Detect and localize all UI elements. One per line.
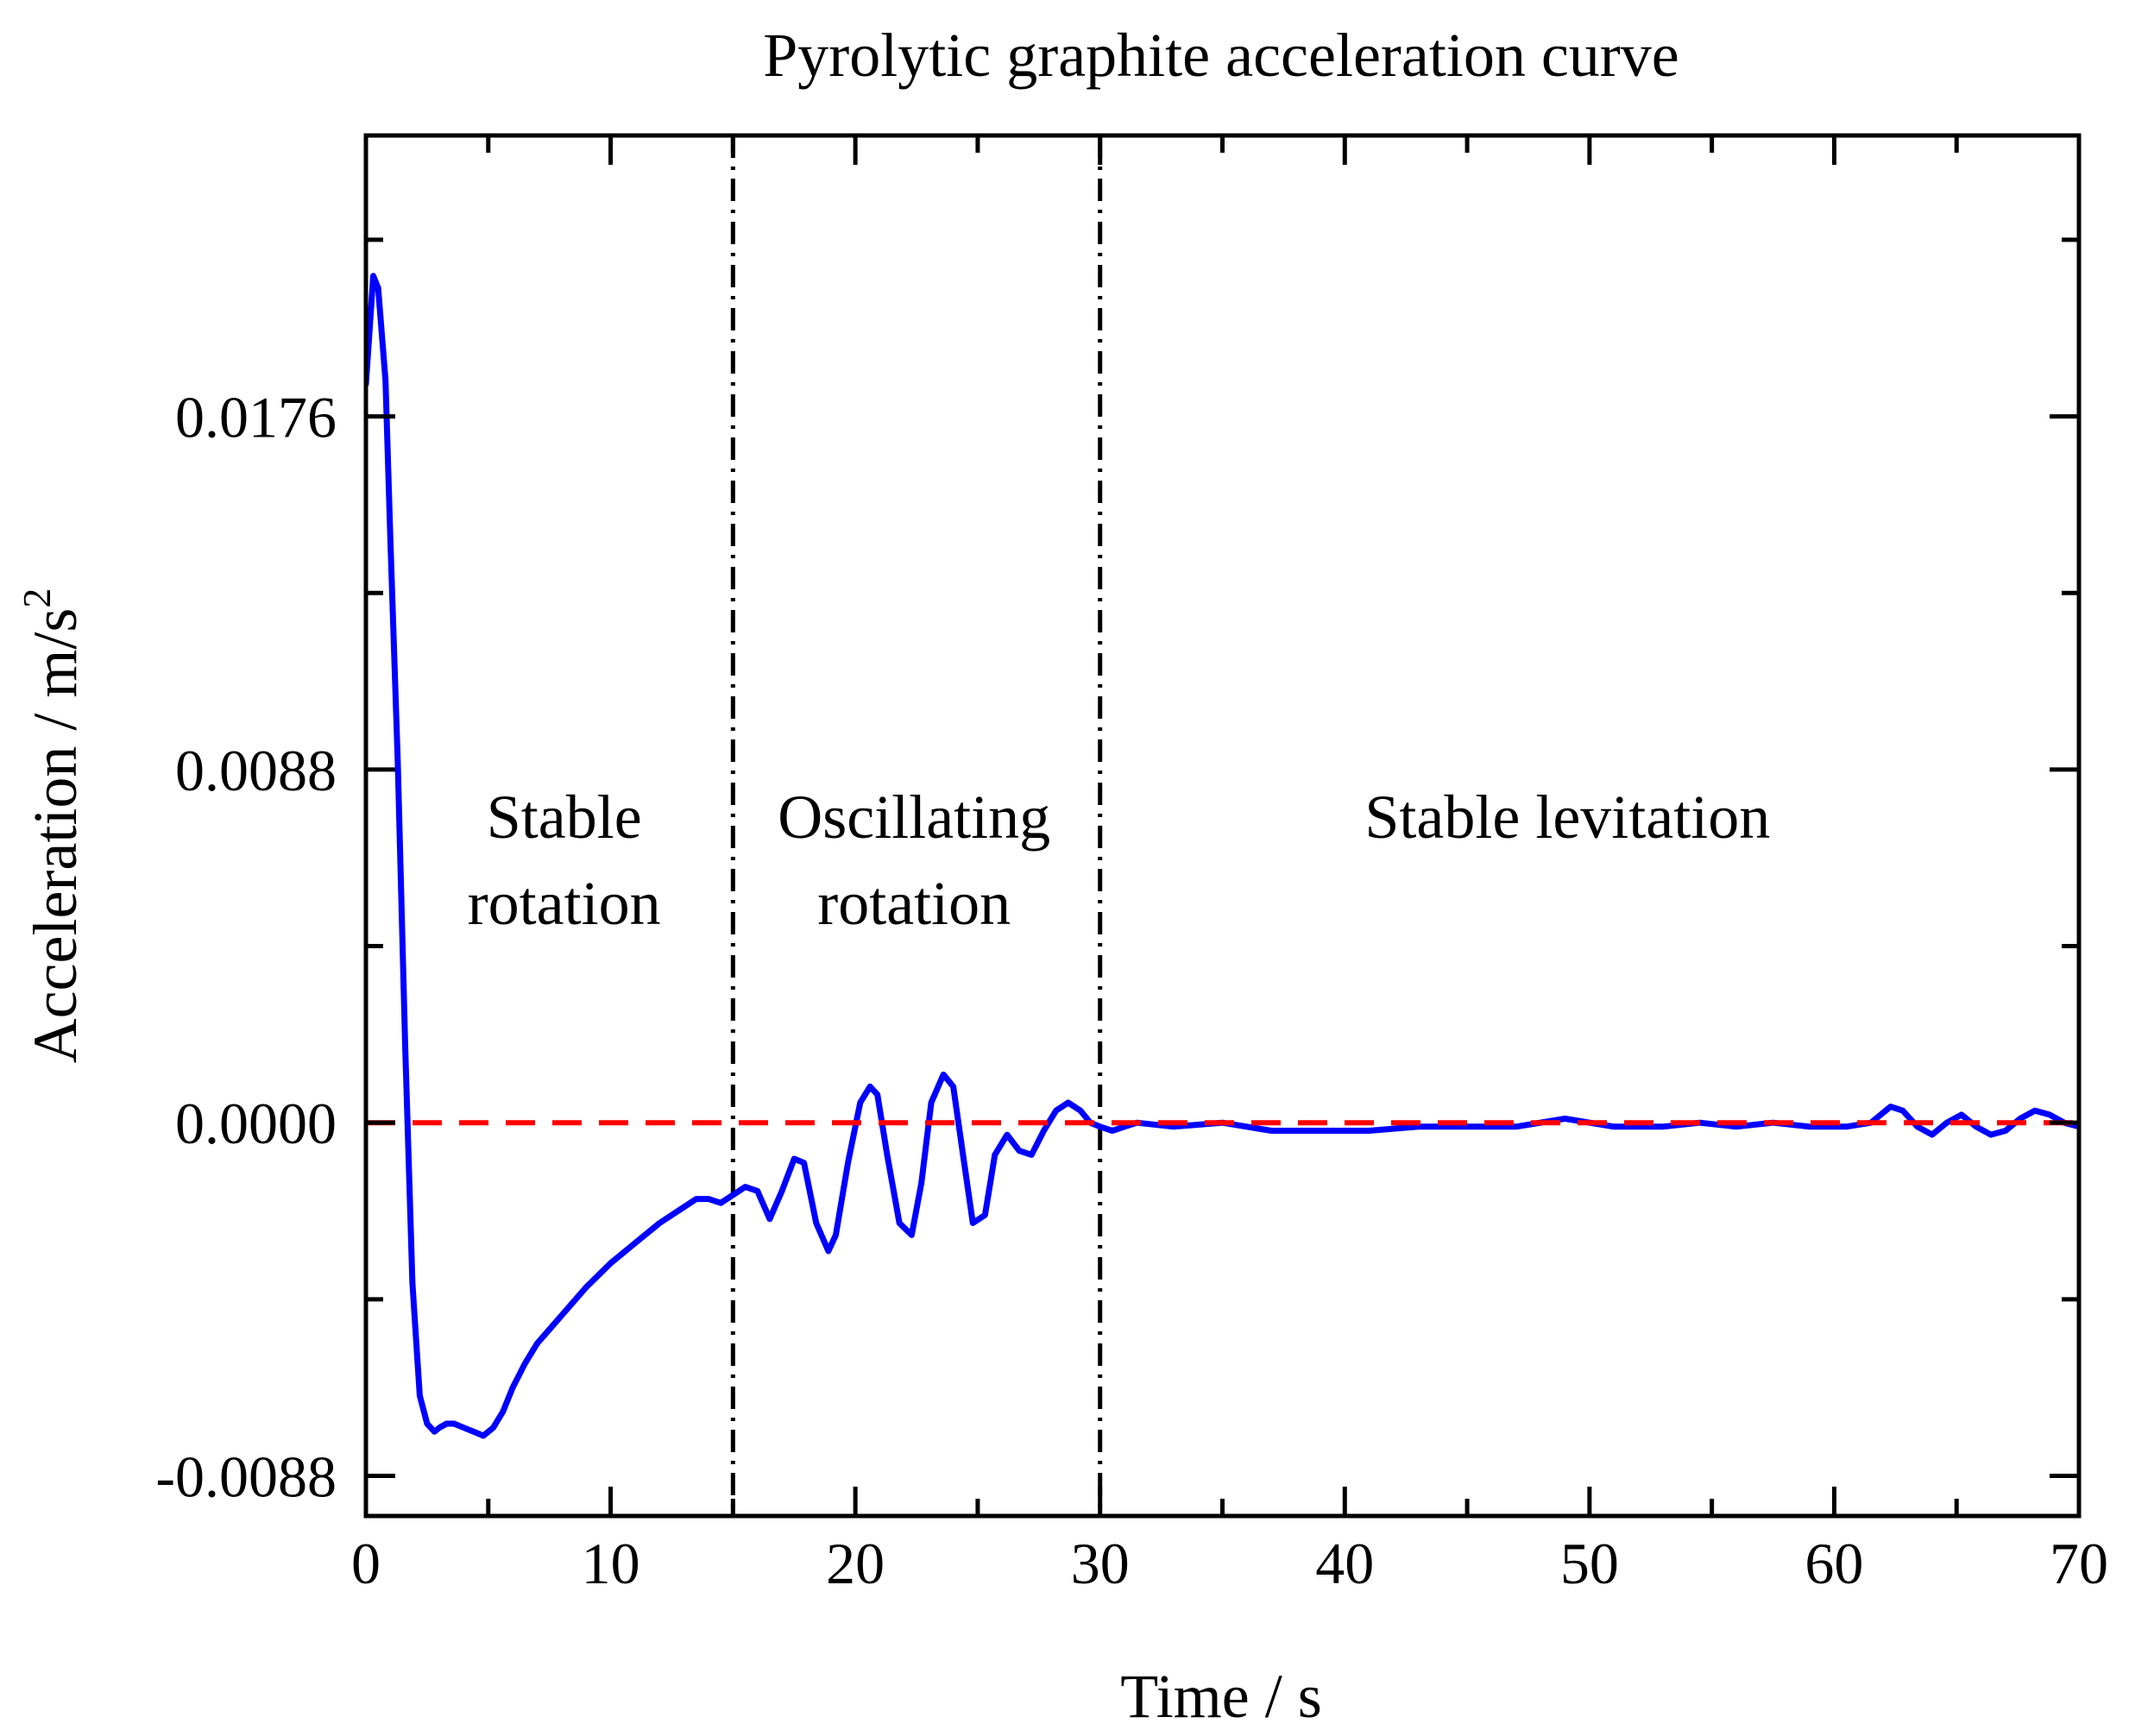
y-tick-labels: -0.0088 0.0000 0.0088 0.0176: [155, 385, 337, 1510]
x-axis-label: Time / s: [1120, 1662, 1321, 1731]
region-dividers: [730, 135, 1103, 1516]
x-tick-label: 60: [1805, 1531, 1863, 1596]
y-tick-label: 0.0088: [175, 738, 337, 803]
y-axis-label: Acceleration / m/s2: [15, 588, 90, 1064]
y-tick-label: 0.0000: [175, 1091, 337, 1156]
region-annotation-line: rotation: [468, 869, 661, 938]
region-annotation-line: rotation: [817, 869, 1011, 938]
region-annotation-0: Stable rotation: [468, 783, 661, 938]
y-tick-label: -0.0088: [155, 1444, 337, 1509]
region-annotation-1: Oscillating rotation: [778, 783, 1050, 938]
region-annotation-2: Stable levitation: [1364, 783, 1770, 852]
region-annotation-line: Oscillating: [778, 783, 1050, 852]
x-tick-label: 0: [351, 1531, 381, 1596]
x-tick-label: 40: [1315, 1531, 1374, 1596]
axis-ticks: [363, 135, 2082, 1516]
x-tick-label: 30: [1071, 1531, 1130, 1596]
x-tick-label: 50: [1560, 1531, 1619, 1596]
region-annotation-line: Stable: [487, 783, 642, 852]
x-tick-label: 10: [582, 1531, 640, 1596]
x-tick-label: 20: [826, 1531, 885, 1596]
series-layer: [366, 273, 2079, 1439]
x-tick-labels: 0 10 20 30 40 50 60 70: [351, 1531, 2108, 1596]
region-annotation-line: Stable levitation: [1364, 783, 1770, 852]
series-acceleration: [366, 273, 2079, 1439]
y-tick-label: 0.0176: [175, 385, 337, 450]
chart-title: Pyrolytic graphite acceleration curve: [763, 21, 1679, 90]
y-axis-label-text: Acceleration / m/s: [21, 608, 90, 1064]
y-axis-label-superscript: 2: [15, 588, 59, 608]
x-tick-label: 70: [2050, 1531, 2108, 1596]
